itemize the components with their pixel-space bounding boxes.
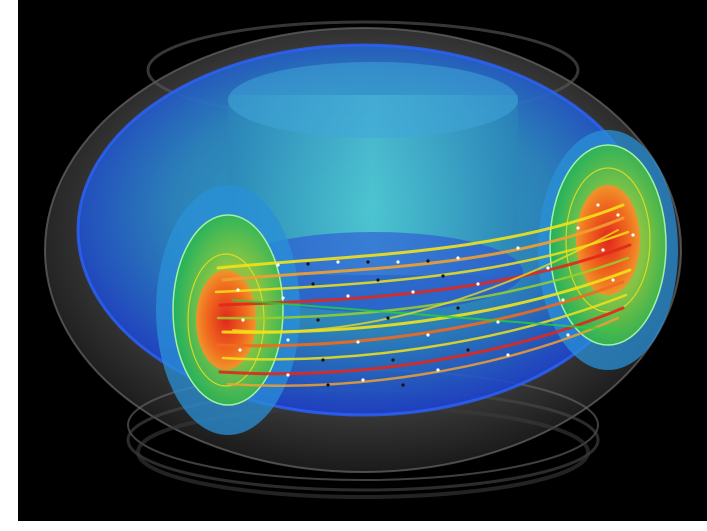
field-line: [216, 280, 625, 348]
field-line: [232, 229, 619, 333]
field-line: [226, 316, 620, 387]
field-line: [216, 256, 630, 320]
outer-shell-rim: [44, 27, 682, 473]
field-markers: [236, 203, 635, 387]
field-line: [221, 216, 625, 282]
right-core-rim: [565, 167, 651, 313]
field-line: [216, 203, 625, 270]
left-green-rim: [172, 214, 284, 406]
central-cylinder-top: [228, 62, 518, 138]
left-core-rim: [187, 253, 265, 387]
field-line: [214, 230, 630, 294]
tokamak-render: [18, 0, 707, 521]
field-lines: [214, 203, 632, 387]
white-markers: [236, 203, 635, 382]
right-green-rim: [549, 144, 667, 346]
left-core: [196, 270, 256, 370]
field-line: [232, 299, 619, 331]
black-markers: [306, 259, 470, 387]
tokamak-scene: [44, 20, 682, 499]
field-line: [221, 293, 628, 361]
